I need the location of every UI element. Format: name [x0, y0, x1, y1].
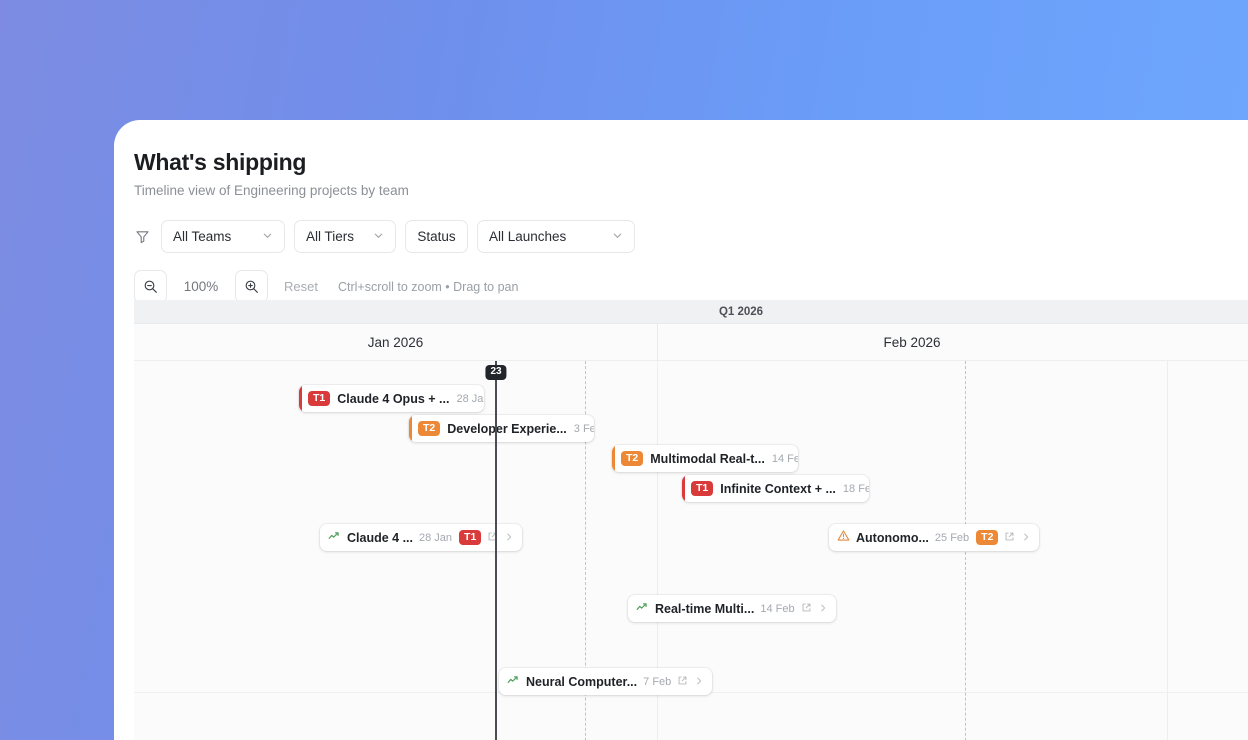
- page-subtitle: Timeline view of Engineering projects by…: [134, 183, 409, 199]
- month-header-row: Jan 2026 Feb 2026: [134, 324, 1248, 361]
- chevron-right-icon[interactable]: [818, 600, 828, 618]
- tier-badge: T2: [976, 529, 999, 546]
- project-title: Claude 4 Opus + ...: [337, 391, 450, 406]
- reset-zoom-button[interactable]: Reset: [284, 279, 318, 295]
- launch-title: Real-time Multi...: [655, 601, 755, 616]
- filter-all-teams-label: All Teams: [173, 229, 232, 245]
- chevron-right-icon[interactable]: [504, 529, 514, 547]
- filter-funnel-icon: [134, 228, 151, 245]
- external-link-icon[interactable]: [1004, 529, 1015, 547]
- timeline-project-bar[interactable]: T1 Infinite Context + ... 18 Feb: [682, 475, 869, 502]
- trend-up-icon: [507, 673, 520, 691]
- chevron-down-icon: [612, 229, 623, 244]
- project-date: 18 Feb: [842, 482, 869, 495]
- zoom-toolbar: 100% Reset Ctrl+scroll to zoom • Drag to…: [134, 270, 1248, 304]
- quarter-label: Q1 2026: [718, 306, 764, 318]
- timeline-launch-pill[interactable]: Claude 4 ... 28 Jan T1: [320, 524, 523, 551]
- chevron-down-icon: [373, 229, 384, 244]
- chevron-right-icon[interactable]: [1021, 529, 1031, 547]
- column-gridline: [1167, 361, 1168, 740]
- zoom-in-icon: [245, 280, 258, 294]
- filter-all-teams-select[interactable]: All Teams: [161, 220, 285, 254]
- zoom-hint-text: Ctrl+scroll to zoom • Drag to pan: [337, 279, 519, 294]
- launch-title: Claude 4 ...: [347, 530, 413, 545]
- filter-status-label: Status: [417, 229, 456, 245]
- timeline-view[interactable]: Q1 2026 Jan 2026 Feb 2026 23 T1 Claude 4 Op…: [134, 300, 1248, 740]
- filter-all-launches-select[interactable]: All Launches: [477, 220, 635, 254]
- card-header: What's shipping Timeline view of Enginee…: [114, 120, 1248, 304]
- filter-status-button[interactable]: Status: [405, 220, 468, 254]
- zoom-in-button[interactable]: [235, 270, 268, 304]
- launch-title: Autonomo...: [856, 530, 929, 545]
- timeline-launch-pill[interactable]: Autonomo... 25 Feb T2: [829, 524, 1040, 551]
- filter-all-launches-label: All Launches: [489, 229, 567, 245]
- external-link-icon[interactable]: [677, 673, 688, 691]
- external-link-icon[interactable]: [487, 529, 498, 547]
- column-gridline: [657, 361, 658, 740]
- tier-badge: T1: [308, 390, 331, 407]
- milestone-dashed-line: [585, 361, 586, 740]
- external-link-icon[interactable]: [801, 600, 812, 618]
- tier-badge: T1: [691, 480, 714, 497]
- project-title: Infinite Context + ...: [720, 481, 836, 496]
- timeline-grid[interactable]: 23 T1 Claude 4 Opus + ... 28 Jan T2 Developer…: [134, 361, 1248, 740]
- project-date: 14 Feb: [771, 452, 798, 465]
- quarter-header-row: Q1 2026: [134, 300, 1248, 324]
- shipping-timeline-card: What's shipping Timeline view of Enginee…: [114, 120, 1248, 740]
- zoom-level-value: 100%: [183, 279, 219, 295]
- tier-badge: T2: [621, 450, 644, 467]
- today-marker-line: [495, 361, 497, 740]
- zoom-out-button[interactable]: [134, 270, 167, 304]
- filter-all-tiers-label: All Tiers: [306, 229, 355, 245]
- timeline-project-bar[interactable]: T1 Claude 4 Opus + ... 28 Jan: [299, 385, 484, 412]
- timeline-project-bar[interactable]: T2 Developer Experie... 3 Feb: [409, 415, 594, 442]
- page-title: What's shipping: [134, 149, 307, 175]
- timeline-project-bar[interactable]: T2 Multimodal Real-t... 14 Feb: [612, 445, 798, 472]
- trend-up-icon: [328, 529, 341, 547]
- launch-date: 25 Feb: [934, 531, 970, 544]
- launch-date: 7 Feb: [643, 675, 672, 688]
- project-title: Developer Experie...: [447, 421, 567, 436]
- tier-badge: T2: [418, 420, 441, 437]
- chevron-right-icon[interactable]: [694, 673, 704, 691]
- month-separator: [657, 324, 658, 361]
- project-title: Multimodal Real-t...: [650, 451, 765, 466]
- timeline-launch-pill[interactable]: Neural Computer... 7 Feb: [499, 668, 713, 695]
- tier-badge: T1: [459, 529, 482, 546]
- launch-date: 28 Jan: [419, 531, 453, 544]
- month-label: Feb 2026: [883, 335, 941, 350]
- filter-all-tiers-select[interactable]: All Tiers: [294, 220, 396, 254]
- project-date: 3 Feb: [573, 422, 594, 435]
- launch-title: Neural Computer...: [526, 674, 638, 689]
- filter-bar: All Teams All Tiers Status: [134, 220, 1248, 254]
- project-date: 28 Jan: [456, 392, 484, 405]
- zoom-out-icon: [144, 280, 157, 294]
- today-marker-badge: 23: [485, 365, 507, 380]
- chevron-down-icon: [262, 229, 273, 244]
- trend-up-icon: [636, 600, 649, 618]
- timeline-launch-pill[interactable]: Real-time Multi... 14 Feb: [628, 595, 836, 622]
- month-label: Jan 2026: [367, 335, 424, 350]
- launch-date: 14 Feb: [760, 602, 795, 615]
- warning-triangle-icon: [837, 529, 850, 547]
